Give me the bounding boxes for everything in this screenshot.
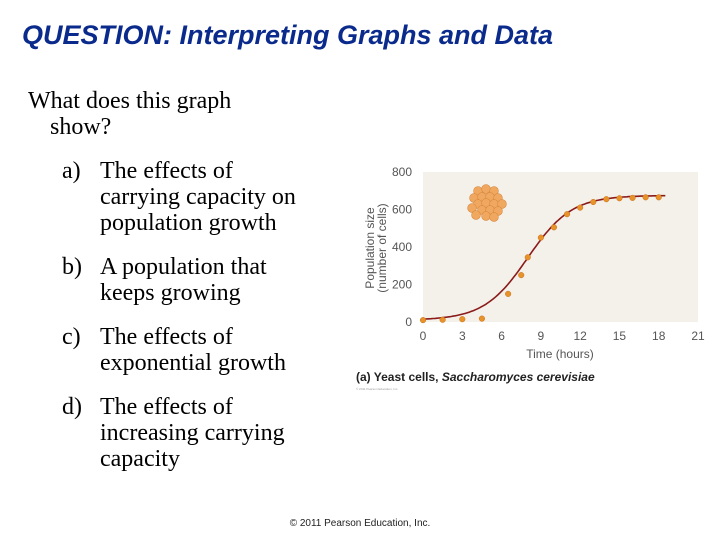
y-axis-label-line-1: Population size bbox=[363, 207, 377, 289]
yeast-cell bbox=[497, 199, 507, 209]
option-text-line: The effects of bbox=[100, 394, 233, 420]
x-tick-label: 18 bbox=[652, 329, 666, 343]
x-tick-label: 12 bbox=[573, 329, 587, 343]
option-text-line: carrying capacity on bbox=[100, 184, 296, 210]
caption-prefix: (a) Yeast cells, bbox=[356, 370, 442, 384]
data-point bbox=[616, 195, 623, 202]
population-growth-chart: 0 3 6 9 12 15 18 21 0 200 400 600 800 Time (hours) … bbox=[348, 158, 708, 398]
option-text-line: population growth bbox=[100, 210, 277, 236]
y-axis-label-line-2: (number of cells) bbox=[375, 203, 389, 292]
data-point bbox=[419, 317, 427, 324]
y-tick-label: 800 bbox=[392, 165, 412, 179]
option-letter: a) bbox=[62, 158, 81, 184]
data-point bbox=[537, 234, 544, 241]
y-tick-label: 400 bbox=[392, 240, 412, 254]
question-line-2: show? bbox=[50, 114, 112, 140]
x-tick-label: 6 bbox=[498, 329, 505, 343]
data-point bbox=[629, 194, 636, 201]
y-tick-labels: 0 200 400 600 800 bbox=[392, 165, 412, 329]
x-tick-label: 9 bbox=[538, 329, 545, 343]
x-tick-label: 15 bbox=[613, 329, 627, 343]
option-letter: d) bbox=[62, 394, 82, 420]
chart-caption: (a) Yeast cells, Saccharomyces cerevisia… bbox=[356, 370, 595, 384]
x-tick-label: 3 bbox=[459, 329, 466, 343]
y-axis-label: Population size (number of cells) bbox=[363, 203, 389, 292]
y-tick-label: 600 bbox=[392, 203, 412, 217]
data-point bbox=[550, 224, 558, 231]
question-block: What does this graph show? a) The effect… bbox=[28, 88, 348, 472]
x-axis-label: Time (hours) bbox=[526, 347, 594, 361]
option-c: c) The effects of exponential growth bbox=[28, 324, 348, 376]
data-points bbox=[419, 194, 662, 324]
option-text-line: capacity bbox=[100, 446, 180, 472]
data-point bbox=[577, 204, 584, 211]
option-text-line: exponential growth bbox=[100, 350, 286, 376]
data-point bbox=[459, 316, 466, 323]
yeast-cell bbox=[471, 210, 481, 220]
data-point bbox=[603, 196, 610, 203]
yeast-cells-image bbox=[467, 184, 507, 222]
copyright-footer: © 2011 Pearson Education, Inc. bbox=[289, 518, 431, 529]
data-point bbox=[439, 316, 446, 323]
plot-background bbox=[423, 172, 698, 322]
option-text-line: The effects of bbox=[100, 158, 233, 184]
option-text-line: increasing carrying bbox=[100, 420, 285, 446]
question-line-1: What does this graph bbox=[28, 88, 232, 114]
question-text: What does this graph show? bbox=[28, 88, 348, 140]
yeast-cell bbox=[481, 211, 491, 221]
caption-species: Saccharomyces cerevisiae bbox=[442, 370, 595, 384]
x-tick-label: 21 bbox=[691, 329, 705, 343]
data-point bbox=[642, 194, 649, 201]
option-text-line: The effects of bbox=[100, 324, 233, 350]
option-text-line: A population that bbox=[100, 254, 267, 280]
logistic-curve bbox=[422, 194, 666, 320]
data-point bbox=[590, 198, 597, 206]
chart-credit: © 2011 Pearson Education, Inc. bbox=[356, 387, 398, 391]
option-a: a) The effects of carrying capacity on p… bbox=[28, 158, 348, 236]
option-b: b) A population that keeps growing bbox=[28, 254, 348, 306]
yeast-cell bbox=[489, 212, 499, 222]
slide-title: QUESTION: Interpreting Graphs and Data bbox=[22, 20, 554, 50]
yeast-cell bbox=[481, 184, 491, 194]
data-point bbox=[655, 194, 662, 201]
option-d: d) The effects of increasing carrying ca… bbox=[28, 394, 348, 472]
data-point bbox=[524, 254, 531, 261]
answer-options: a) The effects of carrying capacity on p… bbox=[28, 158, 348, 472]
option-text-line: keeps growing bbox=[100, 280, 241, 306]
yeast-cell bbox=[467, 203, 477, 213]
y-tick-label: 200 bbox=[392, 278, 412, 292]
x-tick-label: 0 bbox=[420, 329, 427, 343]
data-point bbox=[478, 315, 485, 322]
y-tick-label: 0 bbox=[405, 315, 412, 329]
option-letter: c) bbox=[62, 324, 81, 350]
data-point bbox=[518, 272, 525, 279]
x-tick-labels: 0 3 6 9 12 15 18 21 bbox=[420, 329, 705, 343]
data-point bbox=[563, 211, 571, 218]
data-point bbox=[505, 290, 512, 297]
option-letter: b) bbox=[62, 254, 82, 280]
